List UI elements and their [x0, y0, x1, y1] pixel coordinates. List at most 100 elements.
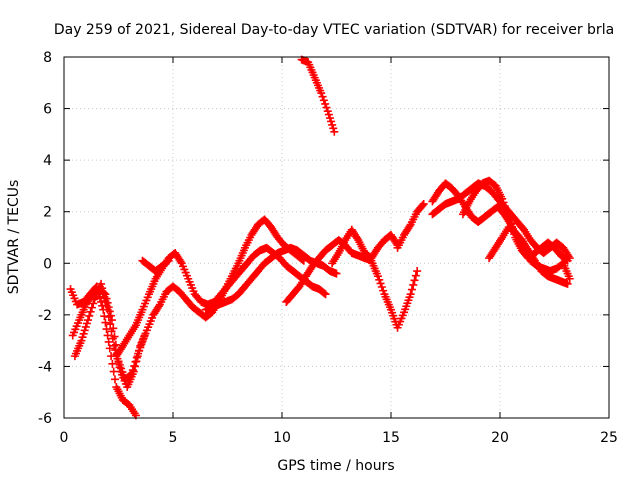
data-point — [97, 297, 106, 306]
chart-title: Day 259 of 2021, Sidereal Day-to-day VTE… — [54, 22, 614, 38]
data-point — [419, 199, 428, 208]
y-tick-label: 4 — [43, 153, 52, 169]
y-tick-label: 2 — [43, 205, 52, 221]
data-point — [176, 257, 185, 266]
series-arc8 — [282, 236, 422, 332]
data-point — [108, 334, 117, 343]
data-point — [409, 280, 418, 289]
data-point — [500, 202, 509, 211]
series-arc7 — [297, 55, 339, 136]
data-point — [330, 127, 339, 136]
data-point — [373, 272, 382, 281]
series-arc13 — [458, 176, 572, 265]
series-arc3 — [70, 215, 308, 392]
data-point — [319, 96, 328, 105]
data-point — [499, 198, 508, 207]
data-points — [66, 55, 574, 420]
series-arc9 — [328, 225, 402, 268]
series-arc6 — [201, 243, 341, 314]
data-point — [406, 290, 415, 299]
data-point — [107, 327, 116, 336]
data-point — [413, 267, 422, 276]
y-tick-label: -4 — [38, 359, 52, 375]
data-point — [108, 359, 117, 368]
data-point — [86, 307, 95, 316]
data-point — [100, 292, 109, 301]
x-tick-label: 20 — [491, 430, 509, 446]
data-point — [133, 352, 142, 361]
data-point — [503, 209, 512, 218]
data-point — [317, 89, 326, 98]
data-point — [104, 312, 113, 321]
data-point — [407, 285, 416, 294]
data-point — [320, 289, 329, 298]
data-point — [131, 362, 140, 371]
data-point — [87, 303, 96, 312]
series-arc10 — [393, 199, 428, 252]
data-point — [322, 103, 331, 112]
data-point — [164, 256, 173, 265]
data-point — [98, 284, 107, 293]
data-point — [129, 367, 138, 376]
x-axis-label: GPS time / hours — [277, 458, 394, 474]
y-tick-label: 8 — [43, 50, 52, 66]
tick-labels: 0 5 10 15 20 25 -6 -4 -2 0 2 4 6 8 — [38, 50, 618, 446]
data-point — [562, 255, 571, 264]
data-point — [134, 346, 143, 355]
data-point — [109, 367, 118, 376]
data-point — [114, 358, 123, 367]
data-point — [321, 99, 330, 108]
data-point — [105, 344, 114, 353]
data-point — [106, 320, 115, 329]
x-tick-label: 25 — [600, 430, 618, 446]
data-point — [565, 274, 574, 283]
data-point — [102, 301, 111, 310]
data-point — [111, 375, 120, 384]
data-point — [163, 257, 172, 266]
y-tick-label: 0 — [43, 256, 52, 272]
data-point — [89, 299, 98, 308]
plot-frame — [63, 56, 610, 419]
data-point — [498, 194, 507, 203]
data-point — [405, 222, 414, 231]
data-point — [410, 276, 419, 285]
data-point — [132, 357, 141, 366]
data-point — [321, 290, 330, 299]
data-point — [563, 256, 572, 265]
data-point — [101, 318, 110, 327]
data-point — [332, 269, 341, 278]
y-tick-label: -2 — [38, 308, 52, 324]
data-point — [154, 302, 163, 311]
data-point — [318, 92, 327, 101]
gridlines — [64, 57, 609, 418]
data-point — [375, 275, 384, 284]
x-tick-label: 5 — [169, 430, 178, 446]
data-point — [411, 271, 420, 280]
y-tick-label: 6 — [43, 102, 52, 118]
series-arc14 — [485, 223, 572, 288]
data-point — [83, 316, 92, 325]
data-point — [376, 279, 385, 288]
data-point — [418, 201, 427, 210]
series-arc5 — [138, 256, 173, 276]
data-point — [104, 337, 113, 346]
x-tick-label: 15 — [382, 430, 400, 446]
data-point — [103, 331, 112, 340]
x-tick-label: 0 — [60, 430, 69, 446]
data-point — [502, 205, 511, 214]
y-axis-label: SDTVAR / TECUs — [6, 180, 22, 295]
data-point — [377, 283, 386, 292]
data-point — [563, 279, 572, 288]
data-point — [115, 363, 124, 372]
data-point — [102, 325, 111, 334]
data-point — [101, 297, 110, 306]
x-tick-label: 10 — [273, 430, 291, 446]
data-point — [110, 341, 119, 350]
y-tick-label: -6 — [38, 411, 52, 427]
data-point — [97, 279, 106, 288]
data-point — [85, 311, 94, 320]
data-point — [379, 286, 388, 295]
data-point — [99, 288, 108, 297]
data-point — [103, 305, 112, 314]
